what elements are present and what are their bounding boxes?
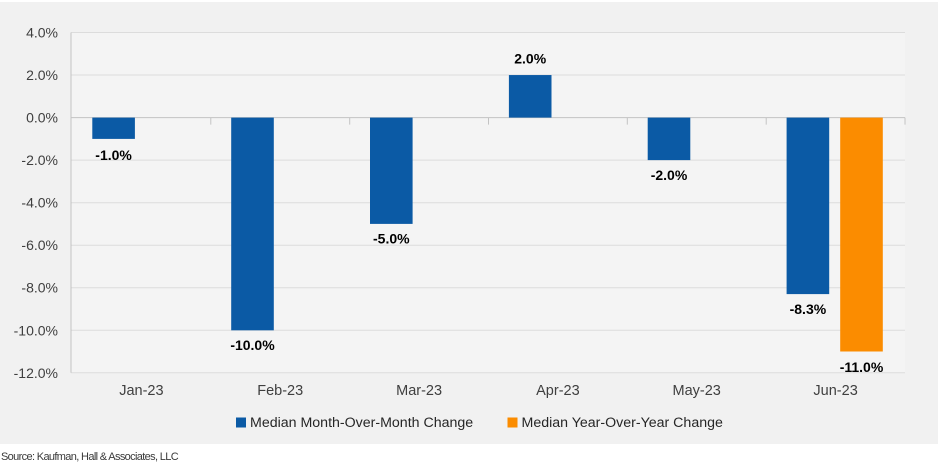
svg-text:-11.0%: -11.0% [840, 359, 884, 375]
svg-text:-8.3%: -8.3% [790, 301, 827, 317]
svg-text:-2.0%: -2.0% [21, 152, 58, 168]
svg-text:-1.0%: -1.0% [95, 147, 132, 163]
svg-text:-10.0%: -10.0% [14, 322, 58, 338]
svg-text:-4.0%: -4.0% [21, 195, 58, 211]
svg-text:2.0%: 2.0% [26, 67, 58, 83]
svg-text:Jun-23: Jun-23 [813, 383, 857, 399]
svg-text:4.0%: 4.0% [26, 25, 58, 41]
svg-text:0.0%: 0.0% [26, 110, 58, 126]
svg-text:-5.0%: -5.0% [373, 231, 410, 247]
svg-text:-2.0%: -2.0% [651, 167, 688, 183]
svg-text:Median Month-Over-Month Change: Median Month-Over-Month Change [250, 415, 473, 431]
svg-text:-6.0%: -6.0% [21, 237, 58, 253]
svg-text:Feb-23: Feb-23 [257, 383, 303, 399]
svg-text:2.0%: 2.0% [514, 51, 546, 67]
svg-text:-12.0%: -12.0% [14, 365, 58, 381]
svg-text:Median Year-Over-Year Change: Median Year-Over-Year Change [522, 415, 723, 431]
svg-text:-8.0%: -8.0% [21, 280, 58, 296]
svg-text:Mar-23: Mar-23 [396, 383, 442, 399]
svg-text:-10.0%: -10.0% [230, 337, 275, 353]
svg-text:Apr-23: Apr-23 [536, 383, 580, 399]
svg-text:Jan-23: Jan-23 [119, 383, 163, 399]
svg-text:Source: Kaufman, Hall & Associ: Source: Kaufman, Hall & Associates, LLC [1, 451, 179, 463]
svg-text:May-23: May-23 [673, 383, 721, 399]
